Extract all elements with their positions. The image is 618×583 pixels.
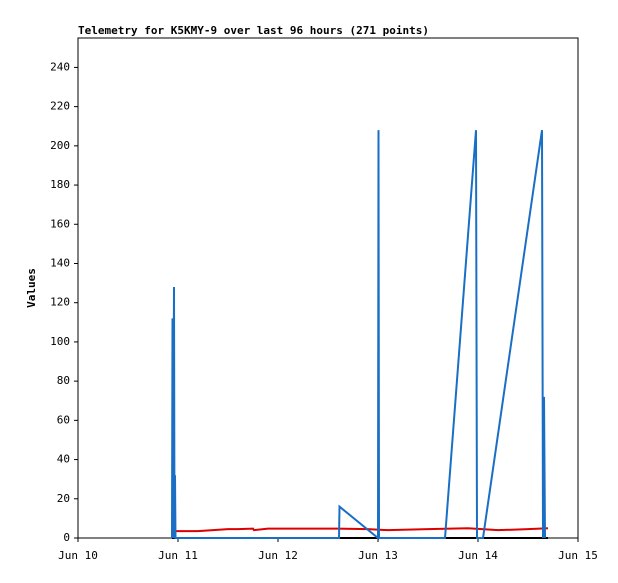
y-tick-label: 60	[57, 413, 70, 426]
x-tick-label: Jun 14	[458, 549, 498, 562]
y-tick-label: 160	[50, 217, 70, 230]
y-tick-label: 180	[50, 178, 70, 191]
y-tick-label: 140	[50, 256, 70, 269]
y-tick-label: 120	[50, 296, 70, 309]
y-tick-label: 240	[50, 60, 70, 73]
series-line	[171, 130, 546, 541]
series-line	[176, 527, 549, 533]
y-tick-label: 220	[50, 100, 70, 113]
y-tick-label: 100	[50, 335, 70, 348]
x-tick-label: Jun 11	[158, 549, 198, 562]
y-tick-label: 0	[63, 531, 70, 544]
y-tick-label: 200	[50, 139, 70, 152]
y-tick-label: 20	[57, 492, 70, 505]
y-axis-label: Values	[25, 268, 38, 308]
x-tick-label: Jun 12	[258, 549, 298, 562]
y-tick-label: 80	[57, 374, 70, 387]
x-tick-label: Jun 15	[558, 549, 598, 562]
chart-title: Telemetry for K5KMY-9 over last 96 hours…	[78, 24, 429, 37]
y-tick-label: 40	[57, 453, 70, 466]
x-tick-label: Jun 13	[358, 549, 398, 562]
x-tick-label: Jun 10	[58, 549, 98, 562]
